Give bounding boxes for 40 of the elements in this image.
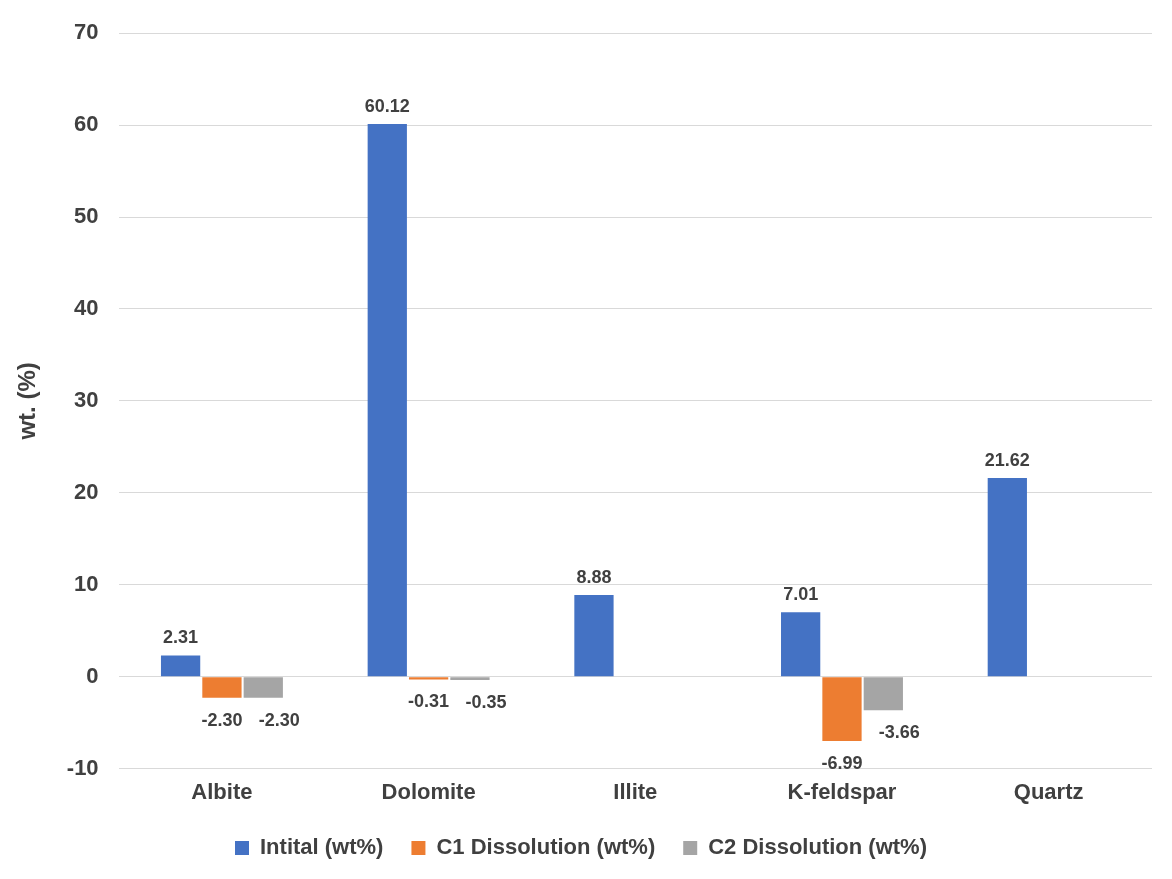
bar xyxy=(863,677,903,711)
data-label: -6.99 xyxy=(821,752,863,773)
legend-label: C2 Dissolution (wt%) xyxy=(708,834,927,860)
y-tick-label: 70 xyxy=(74,19,99,45)
y-tick-label: -10 xyxy=(66,754,99,780)
data-label: -3.66 xyxy=(878,722,920,743)
bar xyxy=(781,612,821,677)
bar xyxy=(408,677,449,680)
y-tick-label: 60 xyxy=(74,111,99,137)
data-label: -2.30 xyxy=(201,709,243,730)
bar xyxy=(450,677,490,680)
y-axis-title: wt. (%) xyxy=(13,362,41,441)
bar xyxy=(367,124,407,677)
x-tick-label: Dolomite xyxy=(381,778,476,804)
x-tick-label: Quartz xyxy=(1013,778,1084,804)
data-label: 8.88 xyxy=(576,567,612,588)
bar xyxy=(160,655,201,677)
x-tick-label: Illite xyxy=(613,778,658,804)
data-label: 2.31 xyxy=(163,627,199,648)
y-tick-label: 30 xyxy=(74,386,99,412)
legend-label: C1 Dissolution (wt%) xyxy=(436,834,656,860)
bar xyxy=(202,677,242,698)
bar xyxy=(822,677,862,741)
data-label: -0.31 xyxy=(408,691,450,712)
data-label: -2.30 xyxy=(258,709,300,730)
x-tick-label: Albite xyxy=(191,778,253,804)
data-label: 60.12 xyxy=(364,95,410,116)
y-tick-label: 10 xyxy=(74,570,99,596)
y-tick-label: 20 xyxy=(74,478,99,504)
x-tick-label: K-feldspar xyxy=(787,778,897,804)
data-label: 21.62 xyxy=(984,449,1030,470)
bar xyxy=(987,477,1027,677)
y-tick-label: 50 xyxy=(74,203,99,229)
y-tick-label: 40 xyxy=(74,295,99,321)
data-label: -0.35 xyxy=(465,691,507,712)
bar xyxy=(574,595,614,677)
bar xyxy=(243,677,283,698)
data-label: 7.01 xyxy=(783,584,819,605)
legend-label: Intital (wt%) xyxy=(260,834,384,860)
y-tick-label: 0 xyxy=(86,662,99,688)
